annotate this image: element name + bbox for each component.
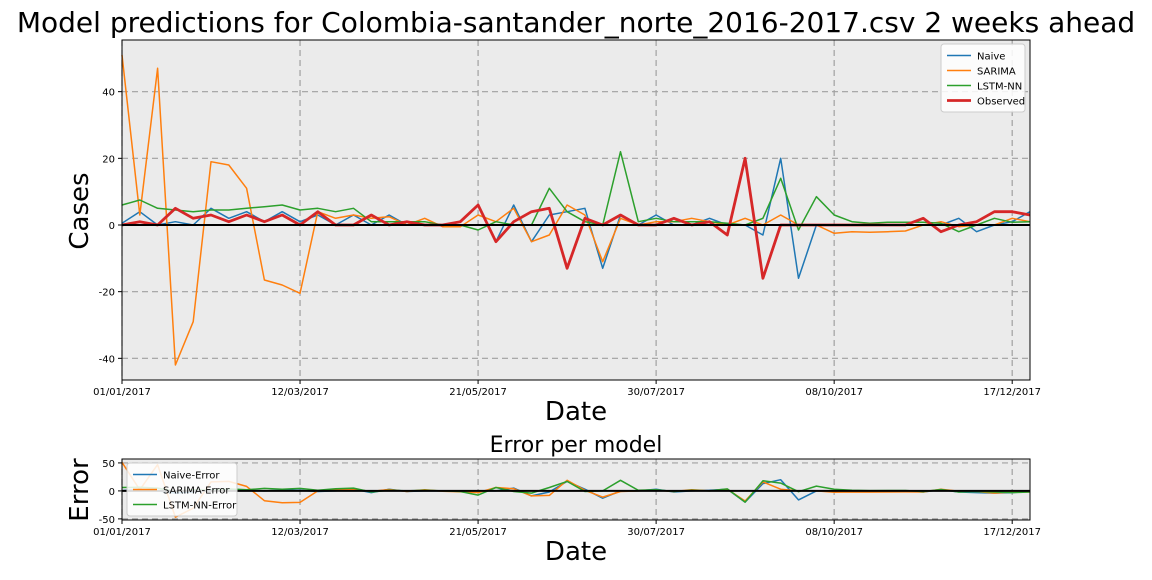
y-tick-label: 40 [102, 88, 115, 99]
y-tick-label: 0 [109, 487, 115, 498]
x-tick-label: 17/12/2017 [983, 387, 1041, 398]
x-tick-label: 21/05/2017 [449, 527, 507, 538]
x-tick-label: 08/10/2017 [805, 527, 863, 538]
legend-box [126, 462, 238, 517]
error-x-axis-label: Date [545, 537, 607, 567]
legend-entry: SARIMA [977, 67, 1016, 78]
y-tick-label: -20 [99, 288, 115, 299]
error-legend: Naive-Error SARIMA-Error LSTM-NN-Error [126, 462, 238, 517]
legend-entry: Naive [977, 52, 1005, 63]
x-tick-label: 12/03/2017 [271, 527, 329, 538]
main-plot-area: -40 -20 0 20 40 01/01/2017 12/03/2017 21/05/201… [93, 39, 1041, 398]
series-line-sarima [121, 54, 1031, 366]
x-tick-label: 30/07/2017 [627, 387, 685, 398]
y-tick-label: 20 [102, 154, 115, 165]
plot-frame [121, 458, 1031, 521]
plot-frame [121, 39, 1031, 381]
y-tick-label: -50 [99, 515, 115, 526]
legend-entry: LSTM-NN-Error [163, 501, 237, 512]
main-x-axis-label: Date [545, 397, 607, 427]
main-legend: Naive SARIMA LSTM-NN Observed [940, 43, 1026, 113]
legend-box [940, 43, 1026, 113]
legend-entry: Observed [977, 97, 1025, 108]
series-line-lstm-nn [121, 150, 1031, 233]
error-plot-area: -50 0 50 01/01/2017 12/03/2017 21/05/2017 30/0… [93, 458, 1041, 538]
main-y-axis-label: Cases [65, 172, 95, 249]
y-tick-label: 0 [109, 221, 115, 232]
x-tick-label: 01/01/2017 [93, 387, 151, 398]
y-tick-label: -40 [99, 354, 115, 365]
legend-entry: SARIMA-Error [163, 486, 230, 497]
x-tick-label: 12/03/2017 [271, 387, 329, 398]
legend-entry: Naive-Error [163, 471, 220, 482]
error-y-axis-label: Error [65, 458, 95, 522]
series-line-sarima-error [121, 461, 1030, 518]
legend-entry: LSTM-NN [977, 82, 1022, 93]
error-chart-title: Error per model [490, 433, 663, 458]
main-chart-title: Model predictions for Colombia-santander… [17, 6, 1135, 39]
x-tick-label: 30/07/2017 [627, 527, 685, 538]
x-tick-label: 01/01/2017 [93, 527, 151, 538]
x-tick-label: 17/12/2017 [983, 527, 1041, 538]
x-tick-label: 08/10/2017 [805, 387, 863, 398]
x-tick-label: 21/05/2017 [449, 387, 507, 398]
y-tick-label: 50 [102, 459, 115, 470]
